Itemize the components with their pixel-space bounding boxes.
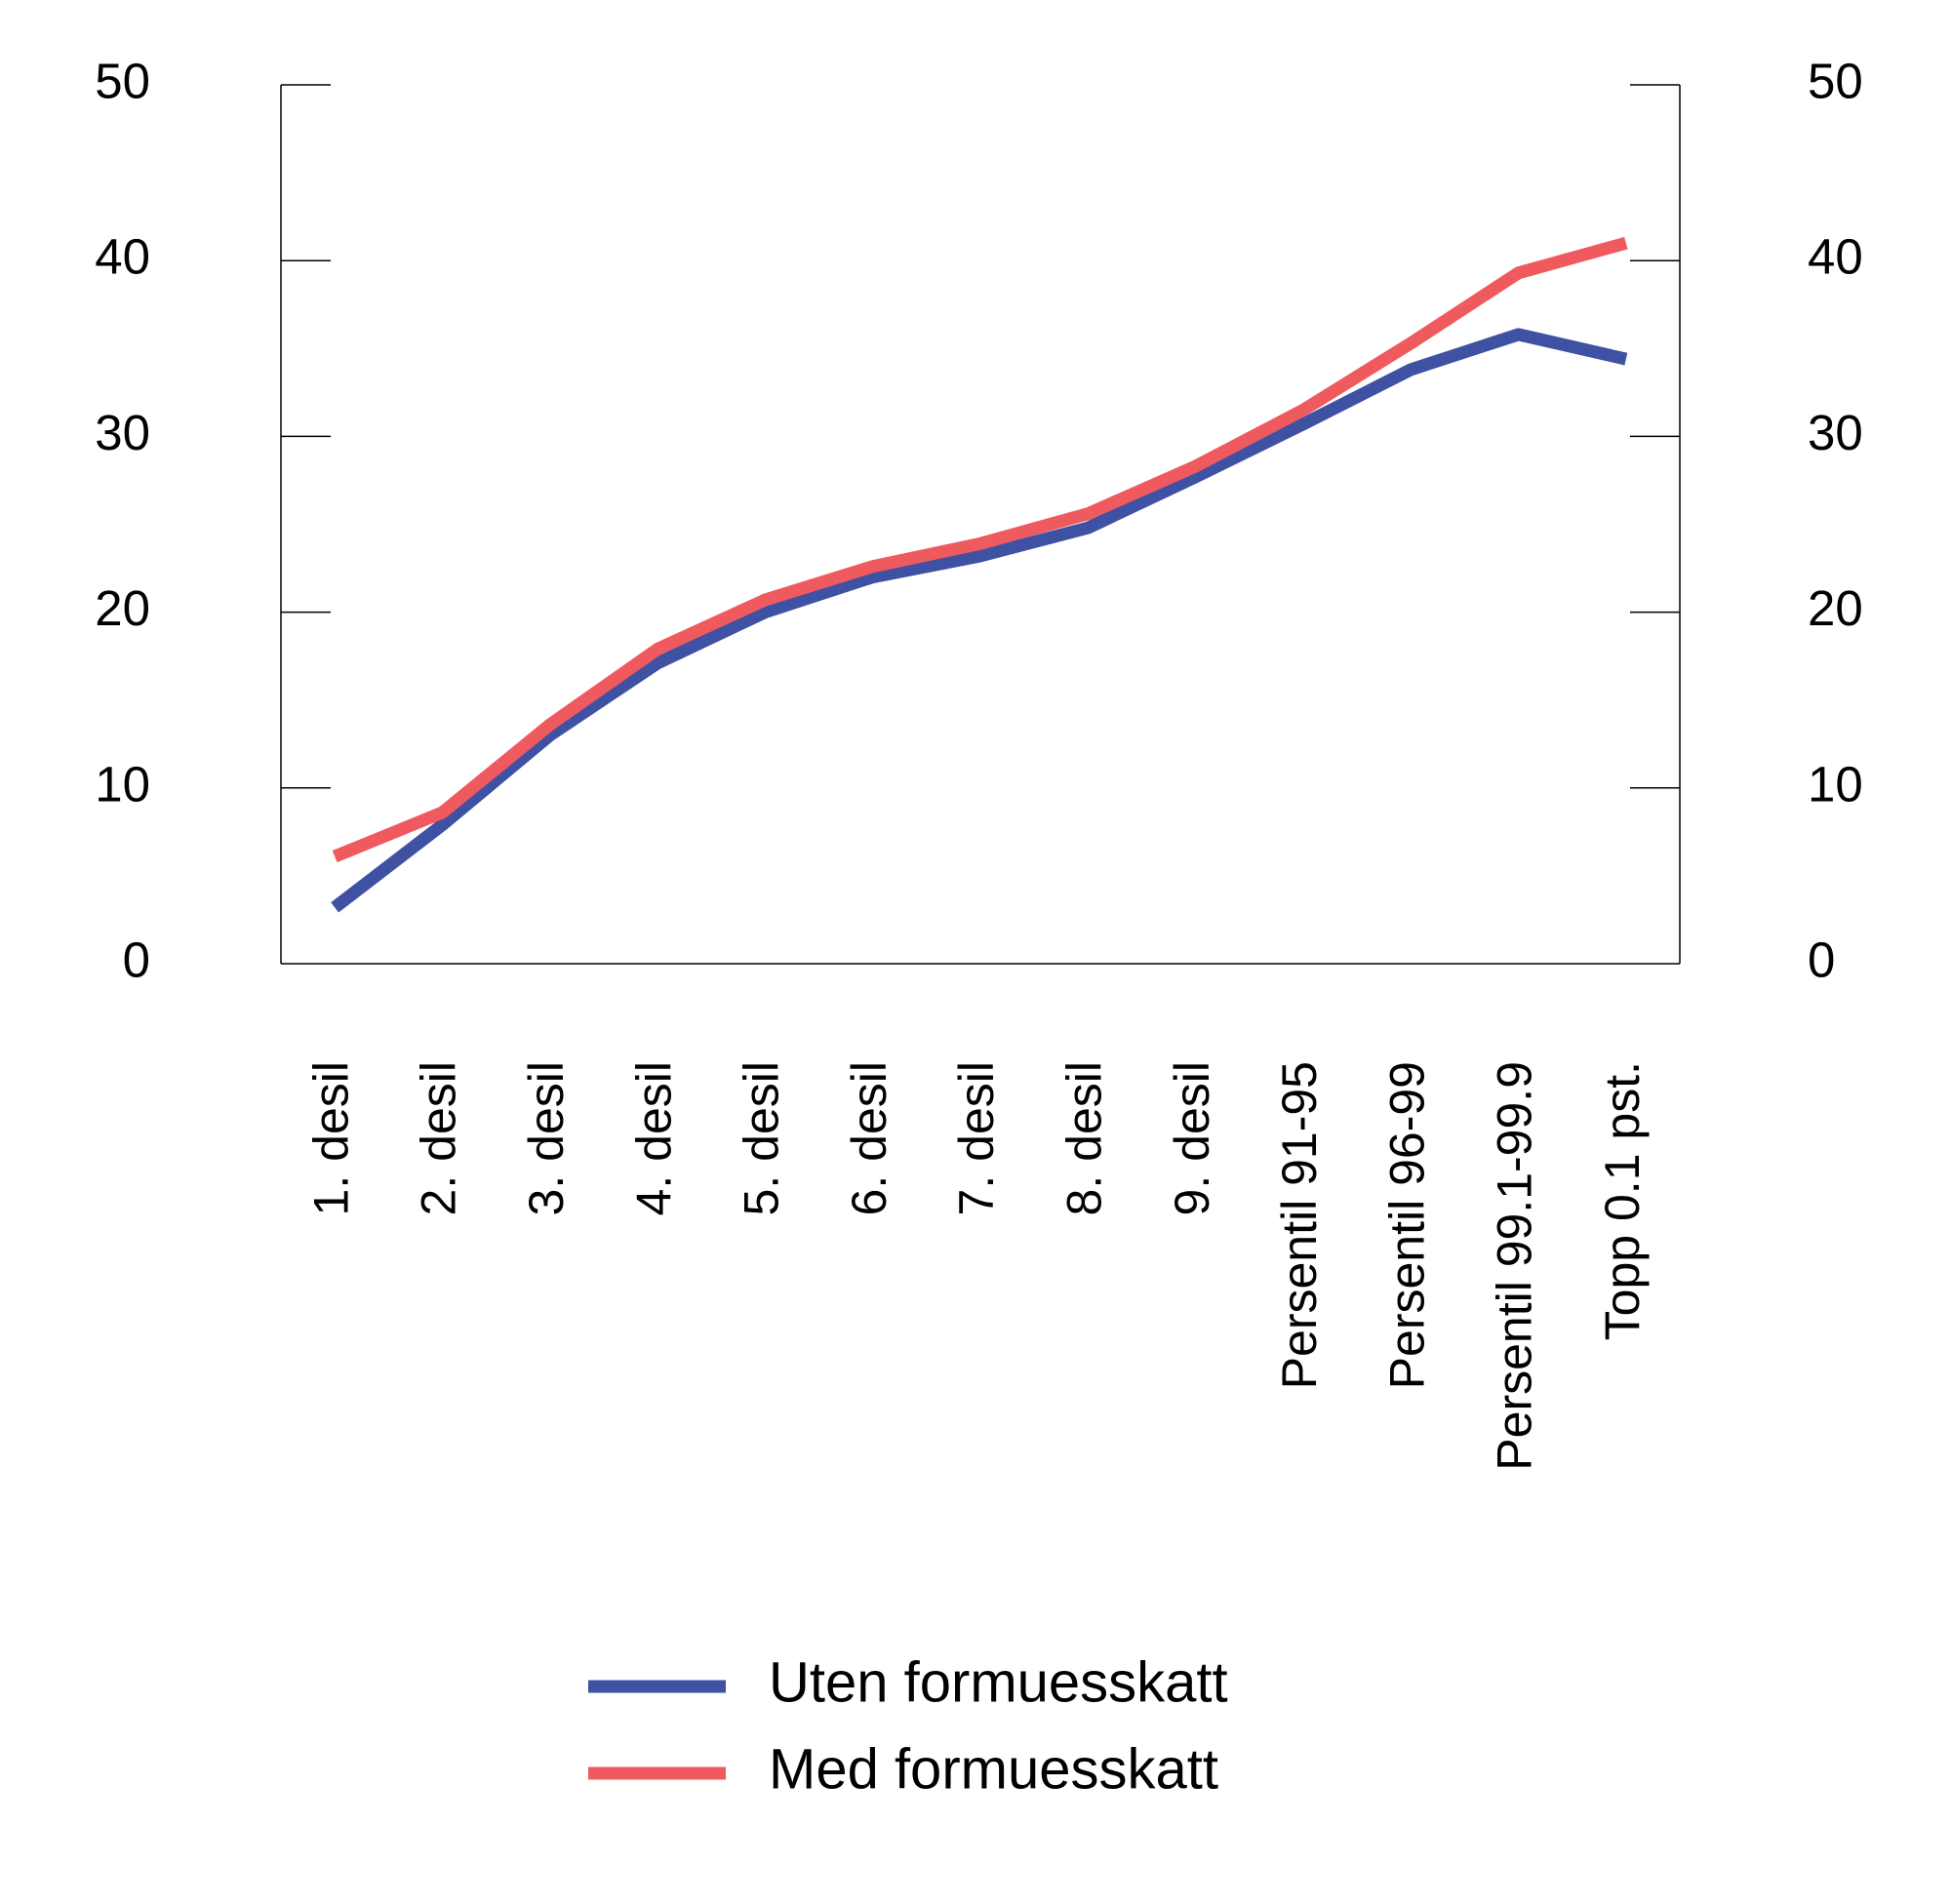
x-tick-label: 2. desil bbox=[412, 1061, 466, 1215]
x-tick-label: 1. desil bbox=[303, 1061, 358, 1215]
x-tick-label: Topp 0.1 pst. bbox=[1595, 1061, 1650, 1340]
y-tick-label: 50 bbox=[95, 53, 150, 108]
y2-tick-label: 10 bbox=[1808, 756, 1863, 812]
y2-tick-label: 50 bbox=[1808, 53, 1863, 108]
y-tick-label: 0 bbox=[123, 932, 150, 987]
x-tick-label: Persentil 91-95 bbox=[1272, 1061, 1327, 1389]
series-line bbox=[331, 328, 1628, 913]
x-tick-label: 5. desil bbox=[735, 1061, 789, 1215]
series-line bbox=[332, 236, 1628, 863]
x-tick-label: 8. desil bbox=[1057, 1061, 1112, 1215]
y-tick-label: 40 bbox=[95, 229, 150, 285]
legend-label: Uten formuesskatt bbox=[769, 1650, 1228, 1714]
y2-tick-label: 40 bbox=[1808, 229, 1863, 285]
x-tick-label: Persentil 96-99 bbox=[1379, 1061, 1434, 1389]
x-tick-label: Persentil 99.1-99.9 bbox=[1488, 1061, 1542, 1471]
x-tick-label: 3. desil bbox=[519, 1061, 574, 1215]
y2-tick-label: 30 bbox=[1808, 405, 1863, 460]
legend-label: Med formuesskatt bbox=[769, 1737, 1218, 1801]
y-tick-label: 10 bbox=[95, 756, 150, 812]
x-tick-label: 7. desil bbox=[949, 1061, 1004, 1215]
y-tick-label: 30 bbox=[95, 405, 150, 460]
x-tick-label: 9. desil bbox=[1165, 1061, 1219, 1215]
y2-tick-label: 20 bbox=[1808, 580, 1863, 636]
x-tick-label: 6. desil bbox=[842, 1061, 896, 1215]
x-tick-label: 4. desil bbox=[626, 1061, 681, 1215]
y2-tick-label: 0 bbox=[1808, 932, 1835, 987]
y-tick-label: 20 bbox=[95, 580, 150, 636]
